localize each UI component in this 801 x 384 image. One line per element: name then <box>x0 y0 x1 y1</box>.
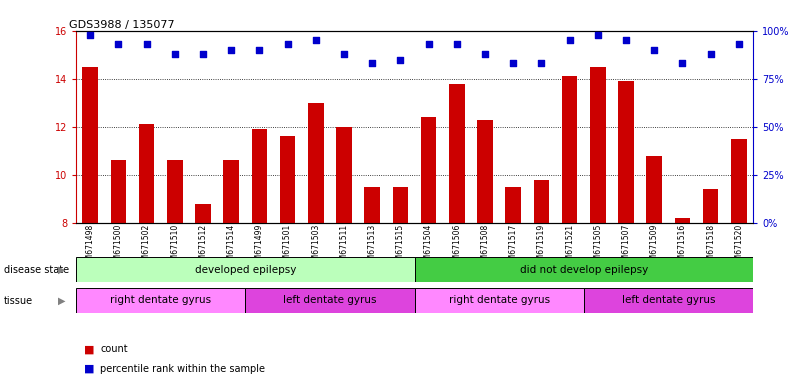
Point <box>620 37 633 43</box>
Bar <box>477 119 493 223</box>
Point <box>84 31 97 38</box>
Point <box>732 41 745 47</box>
Text: disease state: disease state <box>4 265 69 275</box>
Text: GDS3988 / 135077: GDS3988 / 135077 <box>70 20 175 30</box>
Text: tissue: tissue <box>4 296 33 306</box>
Bar <box>280 136 296 223</box>
Bar <box>392 187 409 223</box>
Bar <box>76 288 245 313</box>
Point <box>704 51 717 57</box>
Point <box>196 51 209 57</box>
Point <box>140 41 153 47</box>
Bar <box>252 129 268 223</box>
Point <box>366 60 379 66</box>
Bar <box>421 117 437 223</box>
Point <box>168 51 181 57</box>
Text: ▶: ▶ <box>58 265 66 275</box>
Bar <box>336 127 352 223</box>
Point <box>535 60 548 66</box>
Text: left dentate gyrus: left dentate gyrus <box>622 295 715 306</box>
Bar <box>415 288 584 313</box>
Text: left dentate gyrus: left dentate gyrus <box>284 295 376 306</box>
Point <box>112 41 125 47</box>
Point <box>507 60 520 66</box>
Bar <box>449 84 465 223</box>
Text: right dentate gyrus: right dentate gyrus <box>111 295 211 306</box>
Bar <box>195 204 211 223</box>
Bar <box>245 288 415 313</box>
Point <box>591 31 604 38</box>
Point <box>479 51 492 57</box>
Bar <box>308 103 324 223</box>
Bar <box>111 161 126 223</box>
Bar <box>533 180 549 223</box>
Bar <box>562 76 578 223</box>
Bar <box>83 67 98 223</box>
Bar <box>618 81 634 223</box>
Text: did not develop epilepsy: did not develop epilepsy <box>520 265 648 275</box>
Bar <box>590 67 606 223</box>
Text: count: count <box>100 344 127 354</box>
Text: percentile rank within the sample: percentile rank within the sample <box>100 364 265 374</box>
Point <box>394 56 407 63</box>
Point <box>337 51 350 57</box>
Point <box>563 37 576 43</box>
Point <box>422 41 435 47</box>
Bar <box>703 189 718 223</box>
Text: developed epilepsy: developed epilepsy <box>195 265 296 275</box>
Point <box>450 41 463 47</box>
Bar <box>415 257 753 282</box>
Bar <box>505 187 521 223</box>
Text: ▶: ▶ <box>58 296 66 306</box>
Bar <box>646 156 662 223</box>
Point <box>253 47 266 53</box>
Point <box>281 41 294 47</box>
Point <box>309 37 322 43</box>
Bar <box>76 257 415 282</box>
Bar <box>584 288 753 313</box>
Text: ■: ■ <box>84 364 95 374</box>
Bar <box>731 139 747 223</box>
Bar <box>167 161 183 223</box>
Text: right dentate gyrus: right dentate gyrus <box>449 295 549 306</box>
Bar <box>674 218 690 223</box>
Text: ■: ■ <box>84 344 95 354</box>
Point <box>676 60 689 66</box>
Bar <box>139 124 155 223</box>
Point <box>225 47 238 53</box>
Point <box>648 47 661 53</box>
Bar <box>223 161 239 223</box>
Bar <box>364 187 380 223</box>
